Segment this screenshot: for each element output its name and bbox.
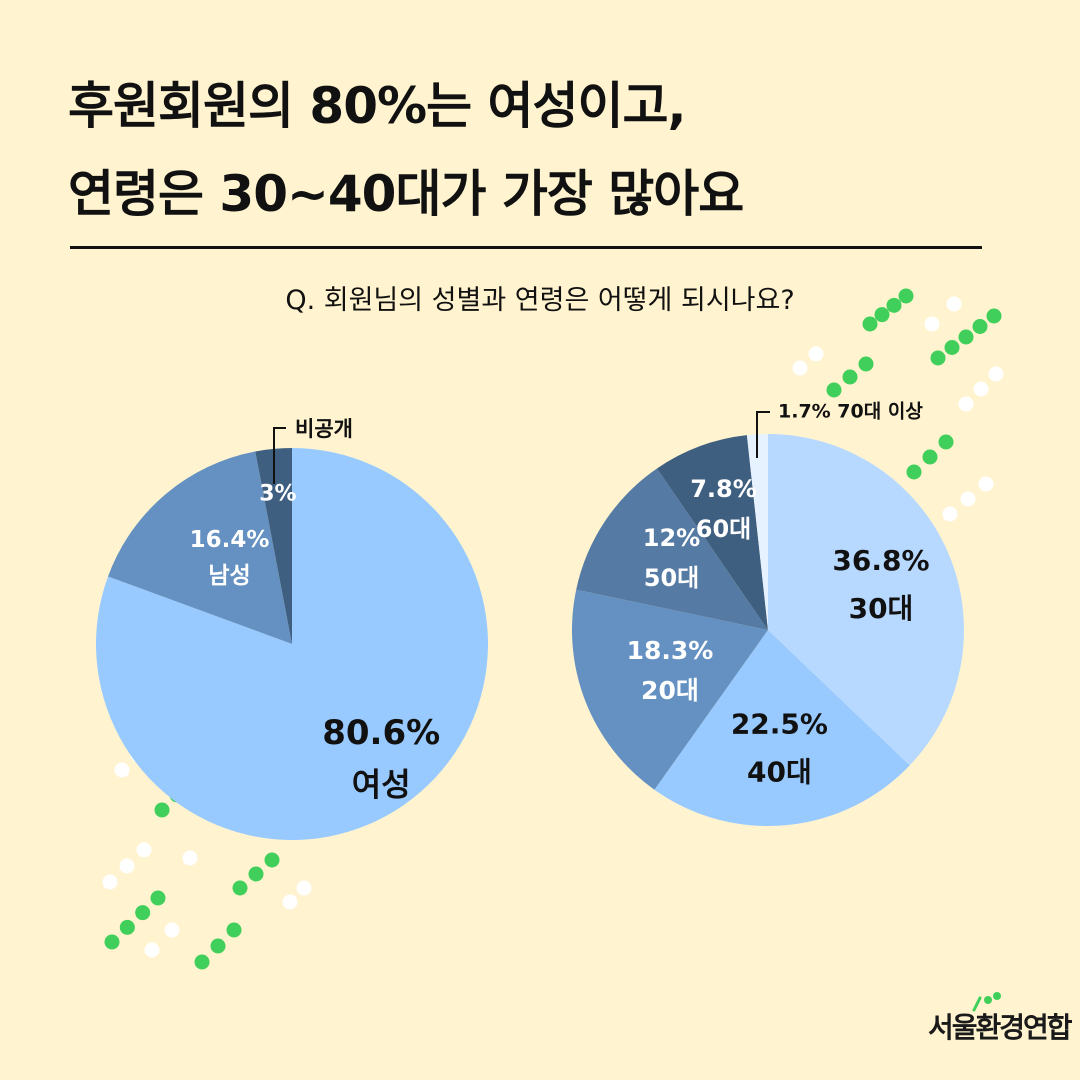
green-dot-1-4 xyxy=(986,308,1002,324)
data-label-0-name: 30대 xyxy=(849,592,914,625)
survey-question: Q. 회원님의 성별과 연령은 어떻게 되시나요? xyxy=(285,285,795,316)
white-dot-10-2 xyxy=(136,842,152,858)
white-dot-13-0 xyxy=(164,922,180,938)
green-dot-1-0 xyxy=(930,350,946,366)
data-label-female-value: 80.6% xyxy=(322,713,440,753)
white-dot-10-1 xyxy=(119,858,135,874)
green-dot-11-3 xyxy=(150,890,166,906)
callout-line-70s xyxy=(756,411,770,458)
title-line-1: 후원회원의 80%는 여성이고, xyxy=(68,77,687,135)
green-dot-1-2 xyxy=(958,329,974,345)
slice-0 xyxy=(96,448,489,840)
green-dot-6-1 xyxy=(922,449,938,465)
gender-pie-chart: 80.6% 여성 16.4% 남성 3% 비공개 xyxy=(96,417,489,840)
green-dot-1-3 xyxy=(972,319,988,334)
slice-2 xyxy=(255,448,292,644)
data-label-2-value: 18.3% xyxy=(627,636,714,665)
slice-0 xyxy=(768,434,965,766)
data-label-undisclosed-value: 3% xyxy=(259,482,296,507)
green-dot-14-2 xyxy=(264,852,280,868)
page-title: 후원회원의 80%는 여성이고, 연령은 30~40대가 가장 많아요 xyxy=(68,62,744,238)
white-dot-7-2 xyxy=(978,476,994,492)
data-label-0-value: 36.8% xyxy=(832,544,929,577)
green-dot-14-1 xyxy=(248,866,264,882)
white-dot-5-1 xyxy=(973,381,989,397)
white-dot-12-0 xyxy=(182,850,198,866)
slice-1 xyxy=(654,630,910,826)
green-dot-0-1 xyxy=(874,307,890,323)
green-dot-1-1 xyxy=(944,340,960,355)
age-pie-chart: 36.8% 30대 22.5% 40대 18.3% 20대 12% 50대 7.8% 60대 1.7… xyxy=(572,401,965,826)
green-dot-0-3 xyxy=(898,288,914,304)
brand-logo: 서울환경연합 xyxy=(928,1011,1073,1044)
white-dot-5-2 xyxy=(988,366,1004,382)
green-dot-0-0 xyxy=(862,316,878,332)
callout-line-undisclosed xyxy=(273,427,286,484)
white-dot-4-1 xyxy=(946,296,962,312)
green-dot-16-2 xyxy=(226,922,242,938)
data-label-male-name: 남성 xyxy=(208,563,250,589)
green-dot-16-0 xyxy=(194,954,210,970)
green-dot-11-0 xyxy=(104,934,120,950)
white-dot-3-1 xyxy=(808,346,824,362)
green-dot-6-2 xyxy=(938,434,954,450)
data-label-4-value: 7.8% xyxy=(690,475,757,503)
data-label-2-name: 20대 xyxy=(641,676,699,705)
data-label-5-callout: 1.7% 70대 이상 xyxy=(778,401,923,423)
title-line-2: 연령은 30~40대가 가장 많아요 xyxy=(68,165,744,223)
white-dot-15-1 xyxy=(296,880,312,896)
green-dot-0-2 xyxy=(886,297,902,313)
green-dot-14-0 xyxy=(232,880,248,896)
data-label-3-name: 50대 xyxy=(644,564,699,592)
brand-mark-icon xyxy=(972,992,1001,1012)
data-label-undisclosed-name: 비공개 xyxy=(295,417,353,441)
data-label-female-name: 여성 xyxy=(352,766,411,804)
data-label-4-name: 60대 xyxy=(696,515,751,543)
white-dot-5-0 xyxy=(958,396,974,412)
green-dot-11-2 xyxy=(135,905,151,921)
green-dot-6-0 xyxy=(906,464,922,480)
data-label-1-value: 22.5% xyxy=(731,707,828,740)
slice-1 xyxy=(108,451,292,644)
white-dot-15-0 xyxy=(282,894,298,910)
title-divider xyxy=(70,246,982,249)
white-dot-4-0 xyxy=(924,316,940,332)
white-dot-8-0 xyxy=(114,762,130,778)
data-label-3-value: 12% xyxy=(643,524,700,552)
green-dot-2-0 xyxy=(826,382,842,398)
white-dot-3-0 xyxy=(792,360,808,376)
green-dot-2-2 xyxy=(858,356,874,372)
green-dot-2-1 xyxy=(842,369,858,385)
slice-5 xyxy=(746,434,768,630)
white-dot-7-1 xyxy=(960,491,976,507)
white-dot-10-0 xyxy=(102,874,118,890)
data-label-male-value: 16.4% xyxy=(190,527,270,553)
white-dot-17-0 xyxy=(144,942,160,958)
slice-3 xyxy=(576,468,768,630)
data-label-1-name: 40대 xyxy=(747,755,812,788)
slice-2 xyxy=(572,589,768,790)
green-dot-11-1 xyxy=(119,919,135,935)
green-dot-9-0 xyxy=(154,802,170,818)
white-dot-7-0 xyxy=(942,506,958,522)
green-dot-16-1 xyxy=(210,938,226,954)
slice-4 xyxy=(656,435,768,630)
